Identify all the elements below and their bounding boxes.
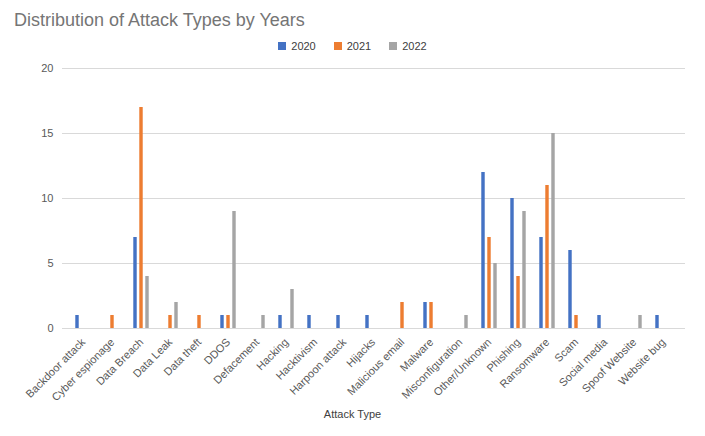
svg-text:Spoof Website: Spoof Website (579, 335, 639, 395)
svg-text:Other/Unknown: Other/Unknown (431, 336, 494, 399)
svg-text:Data Leak: Data Leak (130, 335, 175, 380)
html-text:2021: 2021 (346, 40, 372, 52)
svg-text:15: 15 (41, 127, 53, 139)
svg-text:Scam: Scam (552, 335, 581, 365)
html-text:2020: 2020 (291, 40, 316, 52)
svg-text:Hijacks: Hijacks (343, 335, 378, 370)
svg-text:Defacement: Defacement (211, 336, 261, 386)
svg-text:Hacking: Hacking (253, 335, 291, 373)
svg-text:Website bug: Website bug (616, 336, 668, 388)
html-text:2022: 2022 (402, 40, 427, 52)
svg-text:Ransomware: Ransomware (497, 336, 551, 390)
svg-text:Data Breach: Data Breach (93, 335, 146, 388)
svg-text:Phishing: Phishing (484, 335, 523, 375)
svg-text:Social media: Social media (556, 335, 610, 389)
svg-text:Malware: Malware (397, 335, 436, 374)
svg-text:DDOS: DDOS (201, 335, 233, 367)
svg-text:5: 5 (47, 257, 53, 269)
svg-text:Hacktivism: Hacktivism (273, 335, 320, 382)
svg-text:Harpoon attack: Harpoon attack (287, 335, 349, 397)
svg-text:Backdoor attack: Backdoor attack (23, 335, 88, 400)
html-text:Distribution of Attack Types b: Distribution of Attack Types by Years (14, 10, 305, 30)
svg-text:Malicious email: Malicious email (345, 336, 407, 398)
svg-text:Misconfiguration: Misconfiguration (399, 335, 465, 401)
svg-text:20: 20 (41, 62, 53, 74)
html-text:Attack Type: Attack Type (323, 408, 382, 420)
svg-text:0: 0 (47, 322, 53, 334)
svg-text:Data theft: Data theft (161, 336, 203, 378)
svg-text:Cyber espionage: Cyber espionage (49, 335, 117, 403)
svg-text:10: 10 (41, 192, 53, 204)
